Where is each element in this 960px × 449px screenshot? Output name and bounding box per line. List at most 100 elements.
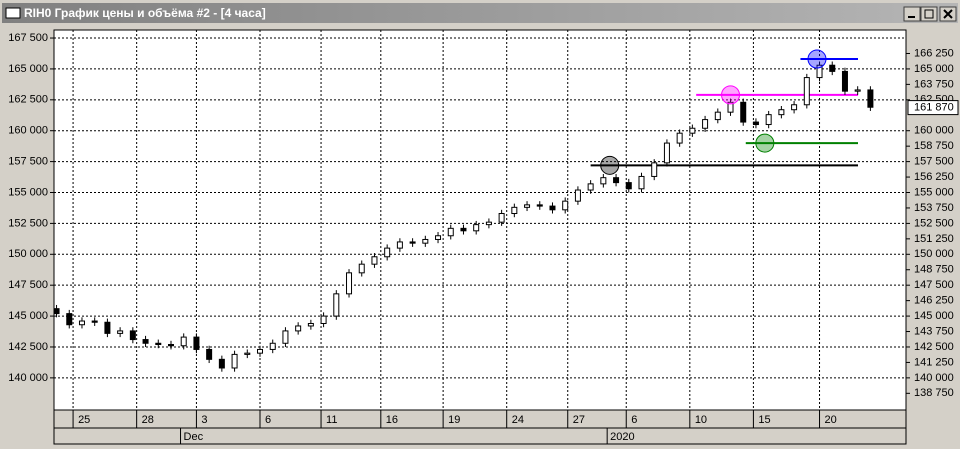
candle-body	[307, 322, 314, 327]
y-tick-label: 162 500	[8, 94, 48, 106]
y-tick-label: 157 500	[8, 156, 48, 168]
candle-body	[841, 70, 848, 92]
x-tick-label: 24	[512, 414, 524, 426]
price-label-box	[907, 100, 959, 116]
candle-body	[676, 132, 683, 144]
maximize-button[interactable]	[920, 6, 938, 22]
candle-body	[740, 101, 747, 123]
x-tick-label: 19	[448, 414, 460, 426]
y2-tick-label: 142 500	[914, 341, 954, 353]
x-tick-label: 3	[201, 414, 207, 426]
level-touch	[807, 49, 827, 69]
month-label: Dec	[184, 431, 204, 443]
y-tick-label: 142 500	[8, 341, 48, 353]
candle-body	[562, 200, 569, 211]
candle-body	[371, 256, 378, 265]
y-tick-label: 167 500	[8, 32, 48, 44]
x-tick-label: 25	[78, 414, 90, 426]
candle-body	[816, 64, 823, 79]
candle-body	[384, 247, 391, 258]
candle-body	[625, 182, 632, 190]
candle-body	[129, 330, 136, 341]
y-tick-label: 140 000	[8, 372, 48, 384]
candle-body	[206, 348, 213, 360]
candle-body	[142, 339, 149, 344]
candle-body	[791, 104, 798, 111]
candle-body	[498, 213, 505, 223]
candle-body	[524, 204, 531, 208]
y2-tick-label: 153 750	[914, 202, 954, 214]
level-touch	[721, 85, 741, 105]
candle-body	[638, 175, 645, 190]
candle-body	[53, 308, 60, 315]
y2-tick-label: 152 500	[914, 217, 954, 229]
y2-tick-label: 160 000	[914, 125, 954, 137]
candle-body	[282, 330, 289, 344]
candle-body	[663, 142, 670, 164]
y2-tick-label: 145 000	[914, 310, 954, 322]
candle-body	[231, 353, 238, 369]
x-tick-label: 6	[265, 414, 271, 426]
title-bar	[2, 3, 958, 23]
candle-body	[257, 348, 264, 354]
window-icon	[5, 7, 21, 19]
candle-body	[689, 127, 696, 134]
candle-body	[867, 89, 874, 108]
candle-body	[778, 109, 785, 116]
candle-body	[651, 162, 658, 177]
y2-tick-label: 140 000	[914, 372, 954, 384]
candle-body	[765, 114, 772, 126]
window-buttons[interactable]	[903, 6, 957, 22]
x-tick-label: 15	[758, 414, 770, 426]
x-tick-label: 10	[695, 414, 707, 426]
x-tick-label: 6	[631, 414, 637, 426]
candle-body	[409, 241, 416, 244]
y2-tick-label: 147 500	[914, 279, 954, 291]
x-tick-label: 20	[825, 414, 837, 426]
candle-body	[346, 272, 353, 295]
candle-body	[66, 313, 73, 326]
candle-body	[78, 320, 85, 326]
y2-tick-label: 166 250	[914, 47, 954, 59]
maximize-icon	[924, 9, 934, 19]
y-tick-label: 150 000	[8, 248, 48, 260]
y2-tick-label: 158 750	[914, 140, 954, 152]
candle-body	[396, 241, 403, 249]
candle-body	[587, 183, 594, 191]
time-axis	[53, 409, 907, 445]
level-touch	[755, 133, 775, 153]
x-tick-label: 11	[326, 414, 337, 426]
candle-body	[180, 336, 187, 347]
candle-body	[333, 293, 340, 317]
y2-tick-label: 165 000	[914, 63, 954, 75]
minimize-button[interactable]	[903, 6, 921, 22]
candle-body	[473, 224, 480, 232]
x-tick-label: 28	[142, 414, 154, 426]
y-tick-label: 160 000	[8, 125, 48, 137]
candle-body	[269, 342, 276, 350]
x-tick-label: 27	[573, 414, 585, 426]
y-tick-label: 165 000	[8, 63, 48, 75]
level-touch	[600, 155, 620, 175]
candle-body	[727, 101, 734, 113]
y2-tick-label: 163 750	[914, 78, 954, 90]
candle-body	[435, 235, 442, 240]
y-tick-label: 152 500	[8, 217, 48, 229]
plot-area	[53, 29, 907, 411]
candle-body	[193, 336, 200, 350]
candle-body	[600, 177, 607, 185]
candle-body	[104, 321, 111, 334]
candle-body	[460, 227, 467, 232]
candle-body	[752, 121, 759, 126]
y2-tick-label: 150 000	[914, 248, 954, 260]
y2-tick-label: 138 750	[914, 387, 954, 399]
candle-body	[536, 204, 543, 207]
candle-body	[117, 330, 124, 334]
candle-body	[854, 89, 861, 92]
candle-body	[574, 189, 581, 202]
candle-body	[167, 344, 174, 347]
candle-body	[155, 342, 162, 346]
candle-body	[320, 315, 327, 324]
